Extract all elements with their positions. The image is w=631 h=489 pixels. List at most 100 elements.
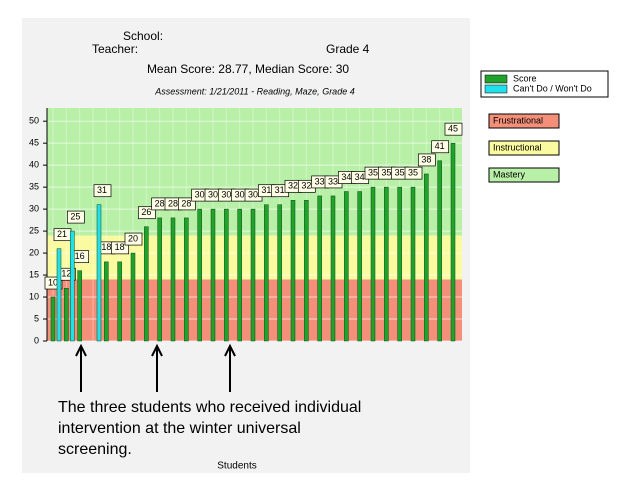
bar — [384, 186, 389, 342]
value-label: 31 — [97, 185, 107, 195]
annotation-word: The — [58, 399, 86, 416]
bar — [96, 204, 102, 342]
bar — [237, 208, 242, 342]
bar — [50, 296, 56, 342]
band-legend-label: Mastery — [493, 169, 526, 179]
y-tick-label: 45 — [29, 138, 39, 148]
annotation-word: universal — [232, 420, 300, 437]
value-label: 41 — [435, 141, 445, 151]
header-text: Teacher: — [92, 42, 138, 56]
bar — [330, 195, 336, 342]
value-label: 30 — [235, 189, 245, 199]
value-label: 20 — [128, 233, 138, 243]
value-label: 18 — [101, 242, 111, 252]
annotation-word: received — [225, 399, 290, 416]
value-label: 28 — [155, 198, 165, 208]
arrows — [75, 343, 236, 392]
value-label: 10 — [48, 277, 58, 287]
value-label-box — [111, 241, 130, 255]
annotation: intervention at the winter universal — [58, 420, 301, 437]
value-label: 30 — [208, 189, 218, 199]
y-tick-label: 25 — [29, 225, 39, 235]
value-label: 30 — [221, 189, 231, 199]
value-label: 45 — [448, 124, 458, 134]
bar — [437, 160, 442, 342]
value-label: 33 — [328, 176, 338, 186]
y-tick-label: 0 — [34, 335, 39, 345]
subtitle: Assessment: 1/21/2011 - Reading, Maze, G… — [154, 86, 354, 96]
value-label: 32 — [288, 181, 298, 191]
header-text: Mean Score: 28.77, Median Score: 30 — [147, 62, 349, 76]
annotation-word: individual — [290, 399, 361, 416]
value-label: 25 — [70, 211, 80, 221]
bar — [250, 208, 256, 342]
value-label: 35 — [408, 168, 418, 178]
y-tick-label: 30 — [29, 203, 39, 213]
value-label-box — [124, 232, 143, 246]
legend-label: Score — [513, 73, 537, 83]
annotation-word: winter — [185, 420, 233, 437]
value-label: 32 — [301, 181, 311, 191]
bar — [157, 217, 162, 342]
bar — [304, 200, 309, 342]
value-label-box — [404, 166, 423, 180]
legend-frame — [480, 70, 609, 98]
value-label-box — [93, 184, 112, 198]
y-tick-label: 20 — [29, 247, 39, 257]
bar — [397, 186, 402, 342]
value-label: 33 — [315, 176, 325, 186]
band-legend-label: Frustrational — [493, 115, 543, 125]
value-label-box — [177, 197, 196, 211]
y-tick-label: 10 — [29, 291, 39, 301]
bar — [197, 208, 202, 342]
value-label: 31 — [275, 185, 285, 195]
header-text: School: — [123, 29, 163, 43]
value-label-box — [444, 122, 463, 136]
bar — [344, 191, 349, 342]
bar — [70, 230, 75, 342]
y-tick-label: 35 — [29, 182, 39, 192]
value-label-box — [431, 140, 450, 154]
value-label: 18 — [115, 242, 125, 252]
bar — [117, 261, 122, 342]
band-legend-box — [488, 140, 560, 156]
y-tick-label: 50 — [29, 116, 39, 126]
annotation-word: at — [141, 420, 159, 437]
bar — [104, 261, 109, 342]
band-legend-label: Instructional — [493, 142, 542, 152]
y-tick-label: 5 — [34, 313, 39, 323]
annotation-word: who — [191, 399, 225, 416]
legend-swatch — [484, 84, 508, 94]
value-label: 12 — [61, 269, 71, 279]
header-text: Grade 4 — [326, 42, 370, 56]
bar — [77, 270, 82, 342]
x-axis-label: Students — [217, 461, 256, 472]
value-label: 28 — [168, 198, 178, 208]
value-label: 34 — [355, 172, 365, 182]
bar — [357, 191, 362, 342]
legend-label: Can't Do / Won't Do — [513, 83, 592, 93]
y-tick-label: 15 — [29, 269, 39, 279]
bar — [277, 204, 282, 342]
band-legend-box — [488, 113, 560, 129]
value-label: 35 — [395, 168, 405, 178]
band-legend-box — [488, 167, 560, 183]
value-label: 35 — [381, 168, 391, 178]
bar — [56, 248, 62, 342]
value-label: 35 — [368, 168, 378, 178]
bar — [64, 287, 69, 342]
bar — [264, 204, 269, 342]
value-label: 30 — [195, 189, 205, 199]
value-label: 38 — [421, 154, 431, 164]
bar — [450, 142, 456, 342]
value-label-box — [66, 210, 85, 224]
value-label: 34 — [341, 172, 351, 182]
bar — [370, 186, 376, 342]
annotation-word: students — [127, 399, 192, 416]
bar — [317, 195, 322, 342]
value-label: 16 — [75, 251, 85, 261]
annotation-word: screening. — [58, 441, 132, 458]
bar — [184, 217, 189, 342]
bar — [424, 173, 429, 342]
